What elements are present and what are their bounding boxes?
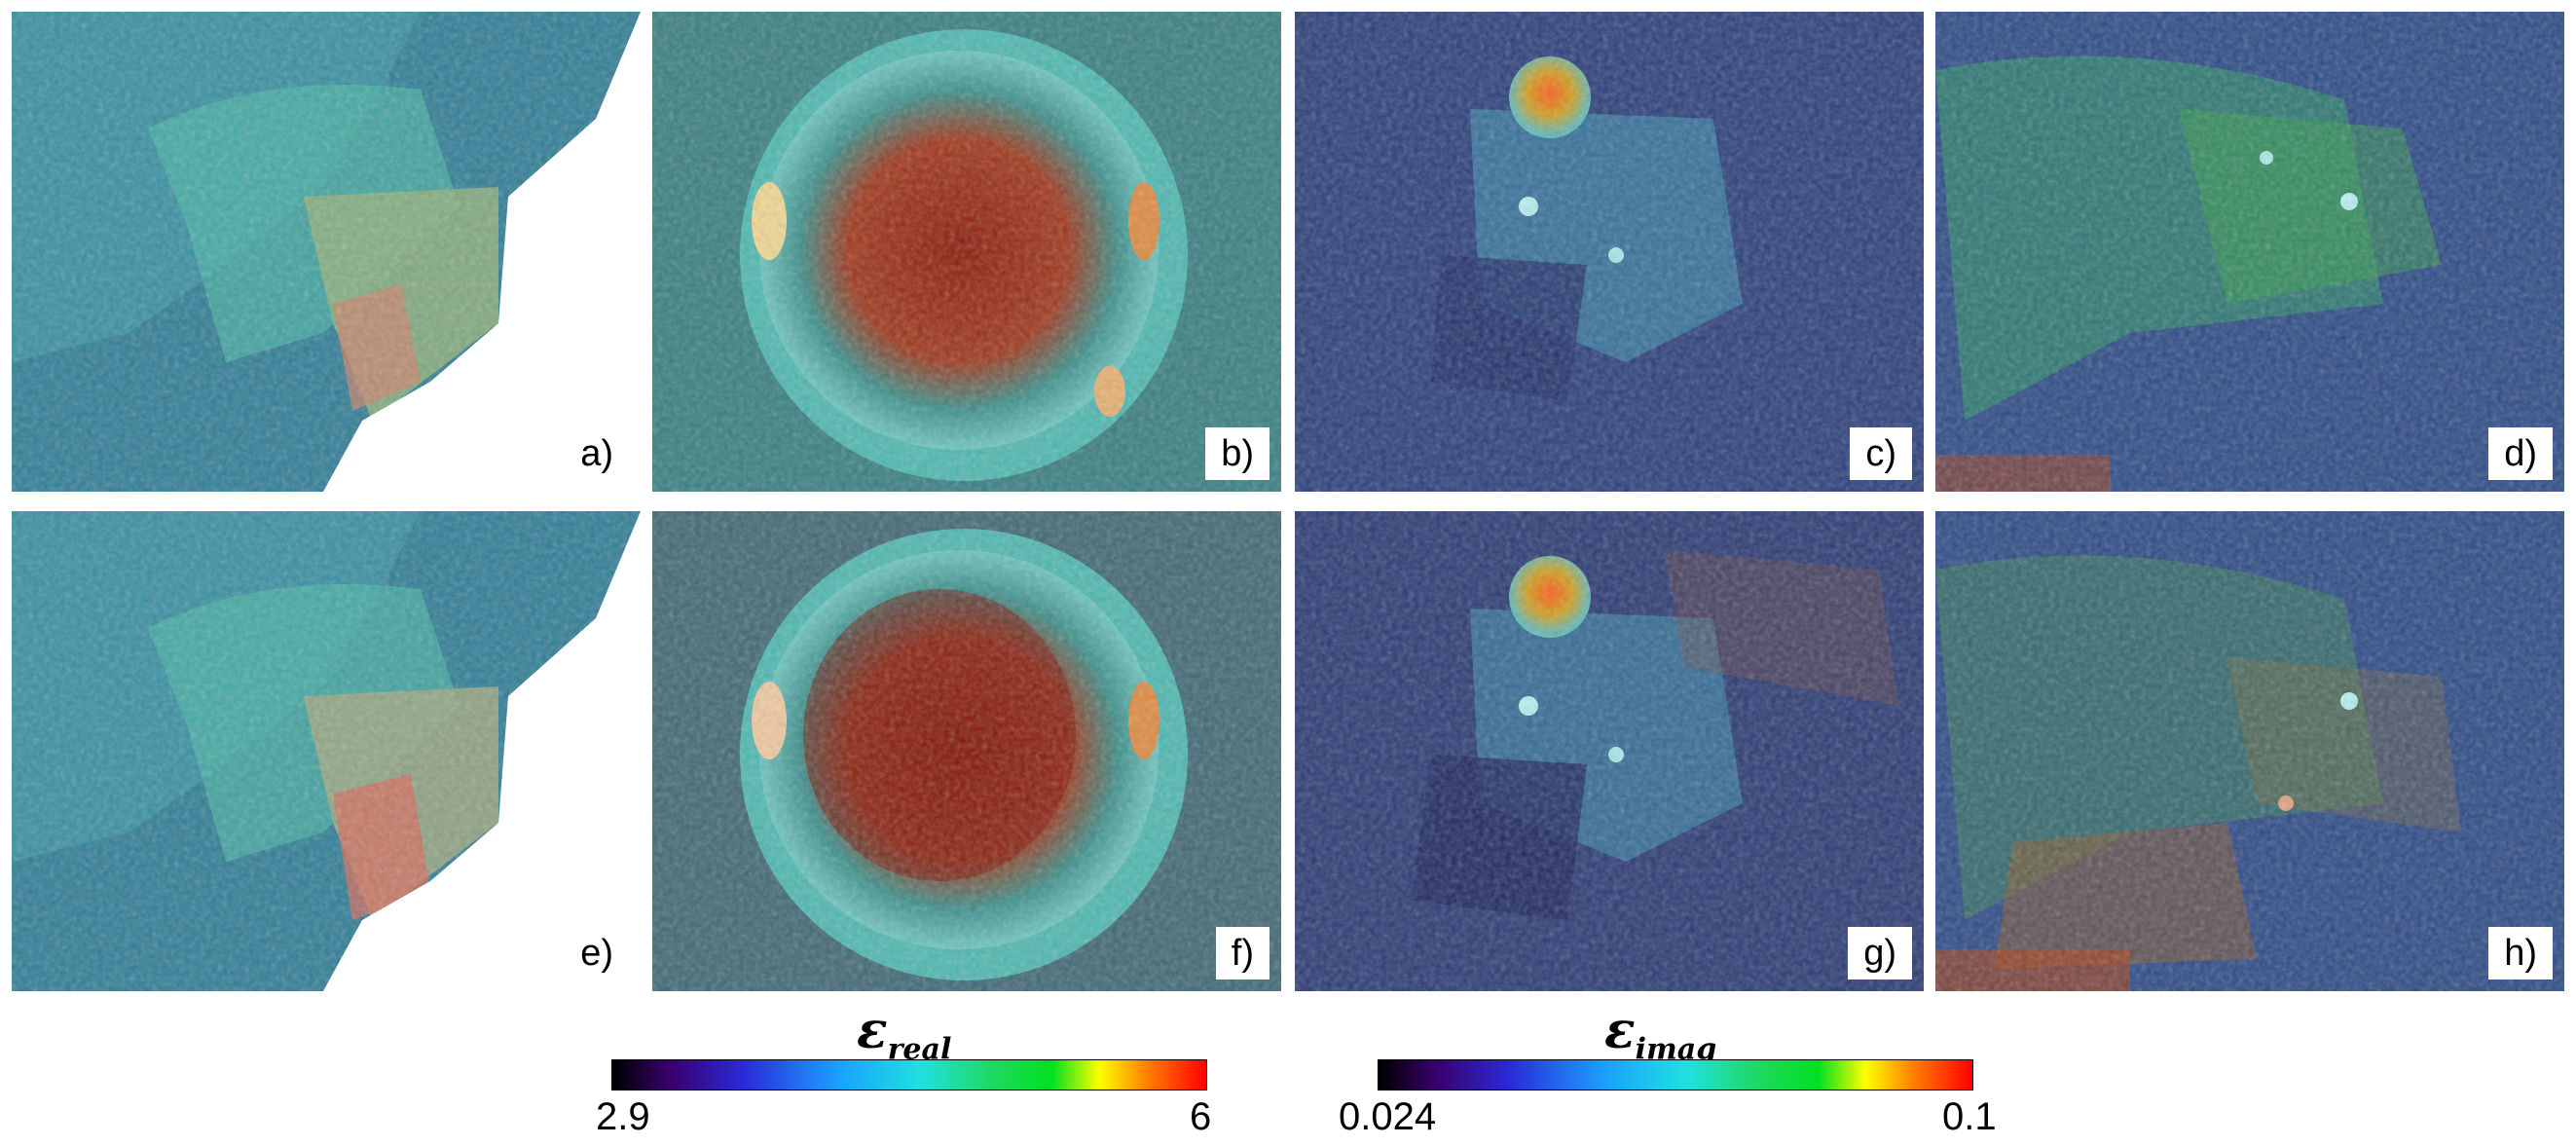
colorbar-imag — [1378, 1059, 1973, 1091]
panel-b: b) — [652, 12, 1281, 492]
colorbar-real-symbol: ε — [857, 1001, 888, 1060]
panel-label: h) — [2488, 927, 2553, 980]
panel-label: f) — [1215, 927, 1270, 980]
panel-e-image — [12, 511, 641, 991]
panel-h-image — [1935, 511, 2564, 991]
panel-f-image — [652, 511, 1281, 991]
colorbar-real-max: 6 — [1190, 1095, 1212, 1138]
colorbar-imag-gradient — [1379, 1060, 1972, 1090]
panel-h: h) — [1935, 511, 2564, 991]
panel-e: e) — [12, 511, 641, 991]
panel-g-image — [1295, 511, 1924, 991]
panel-label: b) — [1205, 427, 1270, 480]
colorbar-real — [611, 1059, 1207, 1091]
colorbar-imag-symbol: ε — [1604, 1001, 1636, 1060]
panel-c-image — [1295, 12, 1924, 492]
panel-label: e) — [565, 927, 629, 980]
panel-label: c) — [1850, 427, 1912, 480]
panel-label: g) — [1848, 927, 1912, 980]
colorbar-real-title: εreal — [857, 1001, 951, 1066]
panel-label: a) — [565, 427, 629, 480]
panel-label: d) — [2488, 427, 2553, 480]
colorbar-real-gradient — [612, 1060, 1206, 1090]
colorbar-real-min: 2.9 — [596, 1095, 650, 1138]
colorbar-imag-title: εimag — [1604, 1001, 1716, 1066]
colorbar-imag-min: 0.024 — [1339, 1095, 1437, 1138]
panel-a-image — [12, 12, 641, 492]
panel-c: c) — [1295, 12, 1924, 492]
panel-d-image — [1935, 12, 2564, 492]
panel-g: g) — [1295, 511, 1924, 991]
panel-b-image — [652, 12, 1281, 492]
panel-f: f) — [652, 511, 1281, 991]
panel-d: d) — [1935, 12, 2564, 492]
panel-a: a) — [12, 12, 641, 492]
colorbar-imag-max: 0.1 — [1942, 1095, 1997, 1138]
